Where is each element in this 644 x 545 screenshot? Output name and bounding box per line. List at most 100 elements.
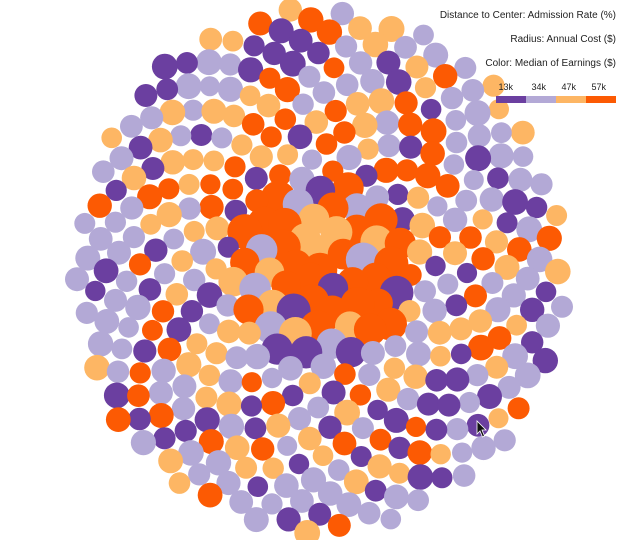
bubble[interactable]: [318, 415, 342, 439]
bubble[interactable]: [156, 202, 182, 228]
bubble[interactable]: [244, 343, 270, 370]
bubble[interactable]: [362, 31, 389, 58]
bubble[interactable]: [407, 186, 430, 209]
bubble[interactable]: [101, 127, 122, 149]
bubble[interactable]: [304, 110, 329, 134]
bubble[interactable]: [171, 250, 193, 272]
bubble[interactable]: [461, 79, 485, 102]
bubble[interactable]: [262, 457, 284, 479]
bubble[interactable]: [342, 193, 372, 223]
bubble[interactable]: [427, 196, 448, 217]
bubble[interactable]: [224, 435, 250, 461]
bubble[interactable]: [477, 384, 502, 409]
bubble[interactable]: [464, 100, 491, 127]
bubble[interactable]: [159, 99, 186, 126]
bubble[interactable]: [195, 386, 218, 409]
bubble[interactable]: [266, 413, 291, 438]
bubble[interactable]: [403, 364, 428, 389]
bubble[interactable]: [310, 353, 336, 379]
bubble[interactable]: [398, 112, 423, 137]
bubble[interactable]: [178, 173, 200, 195]
bubble[interactable]: [535, 281, 557, 303]
bubble[interactable]: [163, 228, 185, 250]
bubble[interactable]: [219, 53, 242, 76]
bubble[interactable]: [261, 367, 283, 389]
bubble[interactable]: [532, 347, 558, 374]
bubble[interactable]: [526, 246, 553, 273]
bubble[interactable]: [485, 355, 509, 379]
bubble[interactable]: [396, 387, 420, 411]
bubble[interactable]: [75, 301, 98, 324]
bubble[interactable]: [334, 363, 356, 385]
bubble[interactable]: [198, 429, 224, 455]
bubble[interactable]: [225, 346, 249, 370]
bubble[interactable]: [199, 76, 220, 97]
bubble[interactable]: [420, 141, 445, 166]
bubble[interactable]: [376, 50, 401, 75]
bubble[interactable]: [288, 453, 310, 475]
bubble[interactable]: [196, 282, 223, 308]
bubble[interactable]: [336, 492, 362, 517]
bubble[interactable]: [233, 294, 264, 325]
bubble[interactable]: [160, 150, 185, 175]
bubble[interactable]: [269, 164, 291, 187]
bubble[interactable]: [238, 57, 264, 83]
bubble[interactable]: [487, 167, 509, 189]
bubble[interactable]: [545, 258, 571, 285]
bubble[interactable]: [440, 86, 464, 110]
bubble[interactable]: [249, 145, 273, 169]
bubble[interactable]: [471, 435, 496, 461]
bubble[interactable]: [425, 255, 446, 277]
bubble[interactable]: [243, 507, 269, 533]
bubble[interactable]: [156, 78, 179, 101]
bubble[interactable]: [158, 178, 180, 200]
bubble[interactable]: [105, 179, 127, 201]
bubble[interactable]: [482, 74, 505, 97]
bubble[interactable]: [420, 118, 447, 145]
bubble[interactable]: [367, 454, 392, 479]
bubble[interactable]: [308, 502, 332, 526]
bubble[interactable]: [414, 280, 436, 303]
bubble[interactable]: [345, 92, 370, 116]
bubble[interactable]: [298, 372, 321, 395]
bubble[interactable]: [443, 154, 465, 175]
bubble[interactable]: [327, 513, 351, 537]
bubble[interactable]: [378, 16, 405, 42]
bubble[interactable]: [420, 98, 442, 120]
bubble[interactable]: [180, 300, 204, 323]
bubble[interactable]: [357, 138, 379, 160]
bubble[interactable]: [153, 427, 176, 450]
bubble[interactable]: [407, 440, 433, 465]
bubble[interactable]: [130, 430, 156, 456]
bubble[interactable]: [427, 320, 452, 345]
bubble[interactable]: [481, 272, 504, 294]
bubble[interactable]: [405, 416, 427, 437]
bubble[interactable]: [186, 333, 208, 355]
bubble[interactable]: [491, 122, 512, 144]
bubble[interactable]: [274, 473, 299, 498]
bubble[interactable]: [294, 520, 321, 545]
bubble[interactable]: [510, 120, 535, 145]
bubble[interactable]: [170, 125, 192, 147]
bubble[interactable]: [65, 267, 89, 292]
bubble[interactable]: [74, 212, 96, 234]
bubble[interactable]: [287, 407, 312, 431]
bubble[interactable]: [323, 57, 345, 79]
bubble[interactable]: [506, 314, 527, 336]
bubble[interactable]: [352, 112, 378, 138]
bubble[interactable]: [377, 134, 401, 158]
bubble[interactable]: [335, 73, 359, 97]
bubble[interactable]: [241, 372, 262, 393]
bubble[interactable]: [316, 19, 343, 45]
bubble[interactable]: [282, 384, 304, 407]
bubble[interactable]: [218, 369, 243, 394]
bubble[interactable]: [445, 110, 467, 131]
bubble[interactable]: [430, 444, 451, 465]
bubble[interactable]: [137, 184, 163, 210]
bubble[interactable]: [380, 508, 402, 530]
bubble[interactable]: [151, 358, 176, 383]
bubble[interactable]: [394, 91, 418, 115]
bubble[interactable]: [104, 288, 127, 312]
bubble[interactable]: [521, 331, 544, 354]
bubble[interactable]: [190, 238, 217, 265]
